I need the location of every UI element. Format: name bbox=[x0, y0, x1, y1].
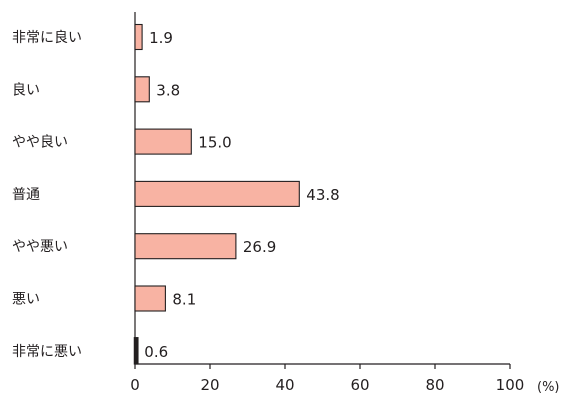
value-label-2: 15.0 bbox=[198, 134, 231, 152]
bar-6 bbox=[133, 337, 139, 365]
x-tick-label-4: 80 bbox=[425, 376, 444, 394]
x-tick-label-2: 40 bbox=[275, 376, 294, 394]
bar-1 bbox=[134, 76, 150, 103]
category-label-4: やや悪い bbox=[12, 239, 68, 255]
category-label-0: 非常に良い bbox=[12, 30, 82, 46]
bar-5 bbox=[134, 285, 166, 312]
x-tick-label-0: 0 bbox=[130, 376, 140, 394]
category-label-6: 非常に悪い bbox=[12, 344, 82, 360]
value-label-3: 43.8 bbox=[306, 186, 339, 204]
bar-0 bbox=[134, 23, 143, 51]
x-axis-ticks: 0 20 40 60 80 100 bbox=[130, 364, 524, 394]
x-tick-label-1: 20 bbox=[200, 376, 219, 394]
bar-group bbox=[133, 23, 300, 365]
bar-4 bbox=[134, 233, 237, 260]
value-labels: 1.9 3.8 15.0 43.8 26.9 8.1 0.6 bbox=[144, 29, 339, 361]
category-label-2: やや良い bbox=[12, 135, 68, 151]
value-label-5: 8.1 bbox=[172, 291, 196, 309]
bar-2 bbox=[134, 128, 192, 155]
value-label-6: 0.6 bbox=[144, 343, 168, 361]
value-label-4: 26.9 bbox=[243, 238, 276, 256]
category-label-5: 悪い bbox=[12, 292, 40, 308]
x-tick-label-3: 60 bbox=[350, 376, 369, 394]
value-label-1: 3.8 bbox=[156, 81, 180, 99]
x-axis-unit-label: (%) bbox=[537, 380, 560, 395]
bar-3 bbox=[134, 180, 300, 207]
x-tick-label-5: 100 bbox=[496, 376, 525, 394]
value-label-0: 1.9 bbox=[149, 29, 173, 47]
category-label-1: 良い bbox=[12, 82, 40, 98]
category-label-3: 普通 bbox=[12, 187, 40, 203]
